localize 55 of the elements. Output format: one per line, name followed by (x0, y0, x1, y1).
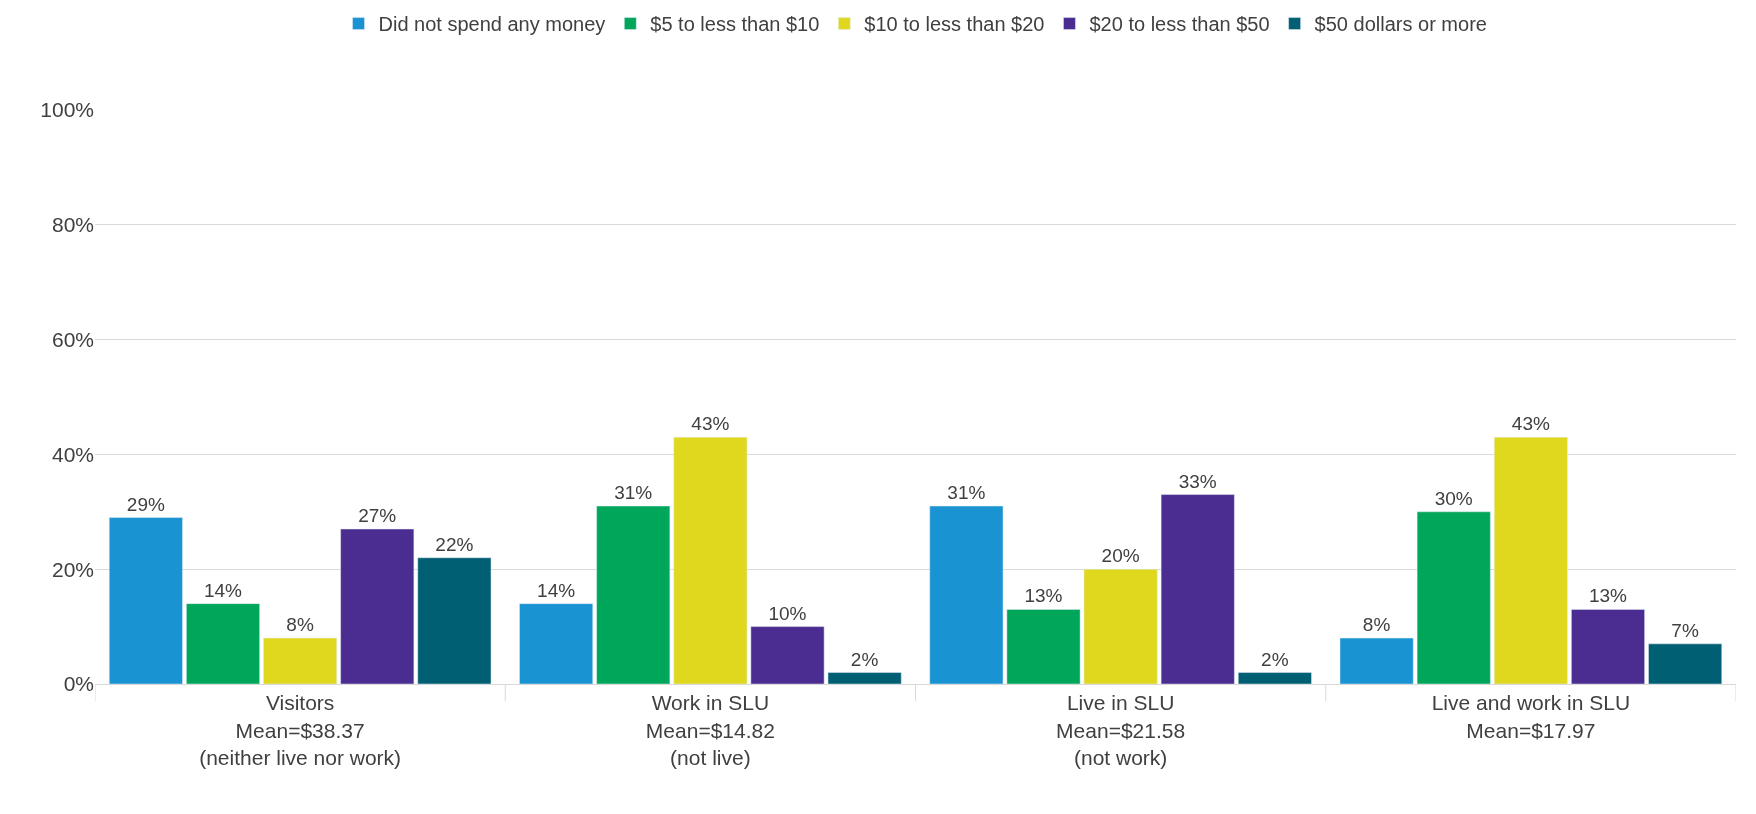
x-tick-label: Live in SLU Mean=$21.58 (not work) (1056, 691, 1186, 769)
data-label: 14% (537, 579, 576, 601)
bar (417, 557, 492, 684)
data-label: 8% (286, 614, 314, 636)
legend-label: $10 to less than $20 (864, 13, 1045, 36)
y-tick-label: 100% (40, 98, 94, 122)
data-label: 10% (768, 602, 807, 624)
bar (750, 626, 825, 684)
data-label: 30% (1434, 487, 1473, 509)
data-label: 43% (691, 413, 730, 435)
bar (1339, 637, 1414, 684)
bar (673, 436, 748, 684)
data-label: 43% (1511, 413, 1550, 435)
y-tick-label: 80% (51, 213, 94, 237)
data-label: 31% (614, 482, 653, 504)
bar (519, 603, 594, 684)
bar (1083, 568, 1158, 684)
data-label: 27% (358, 505, 397, 527)
bar (340, 528, 415, 684)
bar (263, 637, 338, 684)
y-tick-label: 60% (51, 327, 94, 351)
data-label: 20% (1101, 545, 1140, 567)
bar (1493, 436, 1568, 684)
data-label: 29% (126, 493, 165, 515)
legend-label: $20 to less than $50 (1089, 13, 1270, 36)
x-tick-label: Work in SLU Mean=$14.82 (not live) (645, 691, 775, 769)
bar (1237, 672, 1312, 684)
data-label: 33% (1178, 470, 1217, 492)
bar (1571, 609, 1645, 684)
x-tick-label: Live and work in SLU Mean=$17.97 (1431, 691, 1631, 742)
x-tick-label: Visitors Mean=$38.37 (neither live nor work) (199, 691, 402, 769)
data-label: 13% (1588, 585, 1628, 607)
bar (1006, 609, 1081, 684)
bar (929, 505, 1004, 684)
data-label: 31% (947, 482, 986, 504)
bar (1160, 494, 1235, 684)
bar (186, 603, 260, 684)
data-label: 13% (1024, 585, 1063, 607)
bar (1416, 511, 1491, 684)
data-label: 14% (203, 579, 243, 601)
legend-label: Did not spend any money (378, 13, 606, 36)
bar (596, 505, 671, 684)
legend-label: $5 to less than $10 (650, 13, 820, 36)
data-label: 8% (1362, 614, 1391, 636)
bar (108, 517, 183, 684)
bar (1648, 643, 1723, 684)
bar (827, 672, 902, 684)
data-label: 22% (435, 533, 474, 555)
data-label: 7% (1671, 619, 1699, 641)
legend-label: $50 dollars or more (1314, 13, 1487, 36)
data-label: 2% (850, 648, 879, 670)
y-tick-label: 40% (51, 442, 94, 466)
y-tick-label: 0% (63, 672, 94, 696)
y-tick-label: 20% (51, 557, 94, 581)
data-label: 2% (1261, 648, 1289, 670)
